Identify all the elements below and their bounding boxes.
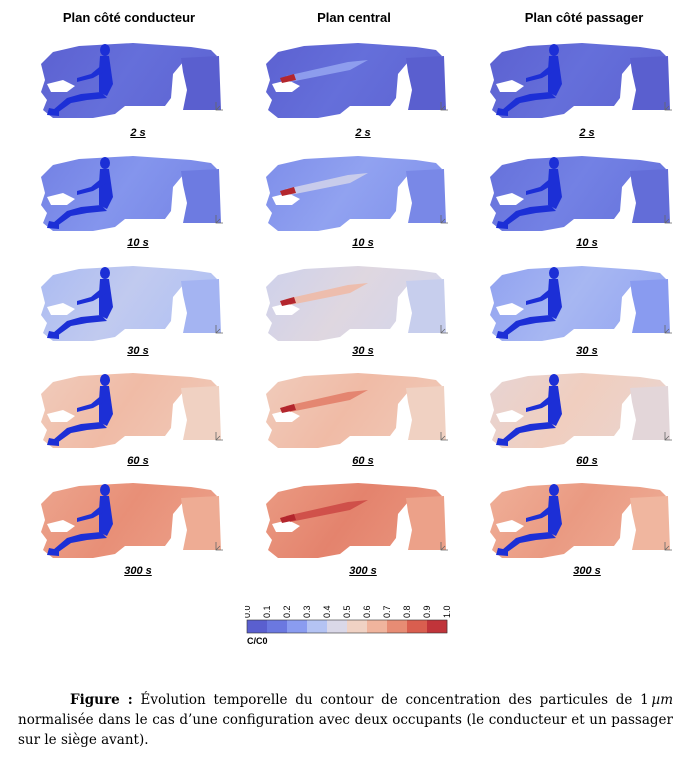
axis-triad-icon bbox=[440, 325, 448, 334]
occupant-mannequin bbox=[47, 374, 113, 446]
time-label: 30 s bbox=[576, 345, 598, 357]
colorbar-title: C/C0 bbox=[247, 636, 268, 646]
colorbar-tick-label: 0.7 bbox=[382, 605, 392, 618]
caption-unit: µm bbox=[651, 692, 673, 708]
occupant-mannequin bbox=[496, 44, 562, 116]
air-inlet-nozzle bbox=[280, 297, 296, 306]
time-label: 2 s bbox=[355, 127, 371, 139]
figure-caption: Figure : Évolution temporelle du contour… bbox=[18, 690, 673, 750]
time-label: 2 s bbox=[579, 127, 595, 139]
air-jet-plume bbox=[286, 500, 368, 522]
occupant-mannequin bbox=[47, 157, 113, 229]
contour-panel-conducteur bbox=[33, 153, 243, 233]
occupant-mannequin bbox=[496, 374, 562, 446]
contour-panel-passager bbox=[482, 263, 690, 343]
axis-triad-icon bbox=[664, 542, 672, 551]
axis-triad-icon bbox=[440, 102, 448, 111]
time-label: 60 s bbox=[576, 455, 598, 467]
time-label: 60 s bbox=[127, 455, 149, 467]
colorbar-tick-label: 0.6 bbox=[362, 605, 372, 618]
time-label: 10 s bbox=[127, 237, 149, 249]
contour-panel-conducteur bbox=[33, 263, 243, 343]
axis-triad-icon bbox=[664, 215, 672, 224]
occupant-mannequin bbox=[47, 484, 113, 556]
colorbar-swatch bbox=[327, 620, 348, 633]
air-inlet-nozzle bbox=[280, 514, 296, 523]
axis-triad-icon bbox=[215, 325, 223, 334]
axis-triad-icon bbox=[664, 102, 672, 111]
colorbar-tick-label: 0.0 bbox=[245, 605, 252, 618]
colorbar-swatch bbox=[307, 620, 328, 633]
axis-triad-icon bbox=[440, 542, 448, 551]
colorbar-swatch bbox=[407, 620, 428, 633]
axis-triad-icon bbox=[215, 102, 223, 111]
time-label: 10 s bbox=[352, 237, 374, 249]
axis-triad-icon bbox=[440, 432, 448, 441]
caption-text-1: Évolution temporelle du contour de conce… bbox=[132, 692, 649, 708]
contour-panel-central bbox=[258, 40, 468, 120]
colorbar-tick-label: 0.8 bbox=[402, 605, 412, 618]
contour-panel-central bbox=[258, 480, 468, 560]
air-jet-plume bbox=[286, 173, 368, 195]
time-label: 30 s bbox=[127, 345, 149, 357]
colorbar-swatch bbox=[427, 620, 448, 633]
colorbar-tick-label: 0.2 bbox=[282, 605, 292, 618]
colorbar-tick-label: 1.0 bbox=[442, 605, 450, 618]
axis-triad-icon bbox=[440, 215, 448, 224]
time-label: 300 s bbox=[124, 565, 152, 577]
air-inlet-nozzle bbox=[280, 187, 296, 196]
contour-panel-central bbox=[258, 153, 468, 233]
contour-panel-passager bbox=[482, 40, 690, 120]
occupant-mannequin bbox=[496, 157, 562, 229]
axis-triad-icon bbox=[215, 432, 223, 441]
contour-panel-passager bbox=[482, 153, 690, 233]
colorbar-tick-label: 0.1 bbox=[262, 605, 272, 618]
colorbar-tick-label: 0.3 bbox=[302, 605, 312, 618]
contour-panel-passager bbox=[482, 480, 690, 560]
axis-triad-icon bbox=[215, 215, 223, 224]
caption-prefix: Figure : bbox=[70, 692, 133, 708]
column-header-conducteur: Plan côté conducteur bbox=[62, 10, 196, 25]
occupant-mannequin bbox=[496, 267, 562, 339]
colorbar-swatch bbox=[367, 620, 388, 633]
colorbar-tick-label: 0.5 bbox=[342, 605, 352, 618]
colorbar-tick-label: 0.4 bbox=[322, 605, 332, 618]
time-label: 300 s bbox=[349, 565, 377, 577]
time-label: 300 s bbox=[573, 565, 601, 577]
time-label: 10 s bbox=[576, 237, 598, 249]
occupant-mannequin bbox=[496, 484, 562, 556]
column-header-passager: Plan côté passager bbox=[524, 10, 644, 25]
colorbar-legend: 0.0 0.1 0.2 0.3 0.4 0.5 0.6 0.7 0.8 0.9 1.0 C/C0 bbox=[245, 598, 450, 650]
caption-text-2: normalisée dans le cas d’une configurati… bbox=[18, 712, 673, 748]
contour-panel-conducteur bbox=[33, 40, 243, 120]
contour-panel-conducteur bbox=[33, 370, 243, 450]
time-label: 60 s bbox=[352, 455, 374, 467]
air-inlet-nozzle bbox=[280, 404, 296, 413]
column-header-central: Plan central bbox=[317, 10, 391, 25]
colorbar-tick-label: 0.9 bbox=[422, 605, 432, 618]
occupant-mannequin bbox=[47, 44, 113, 116]
colorbar-swatch bbox=[267, 620, 288, 633]
air-inlet-nozzle bbox=[280, 74, 296, 83]
time-label: 2 s bbox=[130, 127, 146, 139]
occupant-mannequin bbox=[47, 267, 113, 339]
colorbar-swatch bbox=[247, 620, 268, 633]
contour-panel-central bbox=[258, 263, 468, 343]
colorbar-swatch bbox=[347, 620, 368, 633]
contour-panel-passager bbox=[482, 370, 690, 450]
contour-panel-conducteur bbox=[33, 480, 243, 560]
axis-triad-icon bbox=[664, 432, 672, 441]
air-jet-plume bbox=[286, 390, 368, 412]
colorbar-swatch bbox=[287, 620, 308, 633]
air-jet-plume bbox=[286, 60, 368, 82]
air-jet-plume bbox=[286, 283, 368, 305]
axis-triad-icon bbox=[664, 325, 672, 334]
time-label: 30 s bbox=[352, 345, 374, 357]
colorbar-swatch bbox=[387, 620, 408, 633]
contour-panel-central bbox=[258, 370, 468, 450]
axis-triad-icon bbox=[215, 542, 223, 551]
